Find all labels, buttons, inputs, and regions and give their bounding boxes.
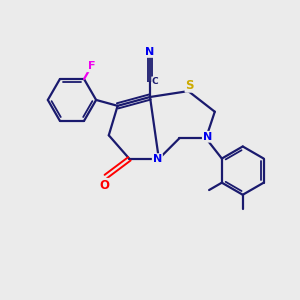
Text: F: F (88, 61, 95, 71)
Text: C: C (152, 77, 159, 86)
Text: N: N (203, 132, 212, 142)
Text: N: N (153, 154, 162, 164)
Text: N: N (146, 47, 154, 57)
Text: S: S (185, 79, 194, 92)
Text: O: O (99, 179, 110, 192)
